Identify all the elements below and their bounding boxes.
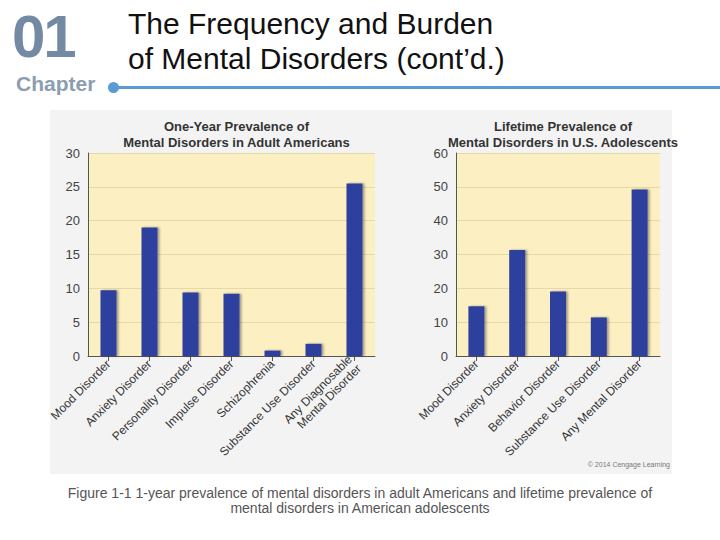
svg-text:20: 20 [66,213,80,228]
svg-text:Schizophrenia: Schizophrenia [213,357,278,421]
svg-text:Personality Disorder: Personality Disorder [109,357,196,444]
svg-text:30: 30 [66,146,80,161]
svg-text:Impulse Disorder: Impulse Disorder [162,357,236,431]
svg-text:One-Year Prevalence of: One-Year Prevalence of [164,119,310,134]
html-text:The Frequency and Burden: The Frequency and Burden [128,7,494,40]
svg-text:Mood Disorder: Mood Disorder [415,357,482,423]
svg-text:Any Diagnosable: Any Diagnosable [280,352,355,427]
svg-text:20: 20 [434,281,448,296]
svg-text:25: 25 [66,179,80,194]
svg-text:10: 10 [66,281,80,296]
svg-text:60: 60 [434,146,448,161]
svg-text:Anxiety Disorder: Anxiety Disorder [450,357,523,430]
html-text:Chapter: Chapter [16,72,96,95]
svg-text:Substance Use Disorder: Substance Use Disorder [216,357,319,459]
svg-text:0: 0 [73,349,80,364]
svg-text:30: 30 [434,247,448,262]
svg-text:10: 10 [434,315,448,330]
svg-text:Lifetime Prevalence of: Lifetime Prevalence of [494,119,633,134]
svg-text:Behavior Disorder: Behavior Disorder [485,357,563,435]
svg-text:0: 0 [441,349,448,364]
svg-text:40: 40 [434,213,448,228]
svg-text:Substance Use Disorder: Substance Use Disorder [502,357,604,459]
html-text:01: 01 [12,3,75,70]
html-text:of Mental Disorders (cont’d.): of Mental Disorders (cont’d.) [128,42,505,75]
svg-text:Mental Disorder: Mental Disorder [294,362,364,432]
svg-text:Mood Disorder: Mood Disorder [48,357,114,423]
svg-text:50: 50 [434,179,448,194]
html-text:Figure 1-1 1-year prevalence o: Figure 1-1 1-year prevalence of mental d… [67,485,653,516]
svg-text:5: 5 [73,315,80,330]
svg-text:Mental Disorders in U.S. Adole: Mental Disorders in U.S. Adolescents [448,135,678,150]
svg-text:Any Mental Disorder: Any Mental Disorder [558,357,645,444]
svg-text:15: 15 [66,247,80,262]
html-text:© 2014 Cengage Learning: © 2014 Cengage Learning [587,461,670,468]
svg-text:Mental Disorders in Adult Amer: Mental Disorders in Adult Americans [123,135,350,150]
svg-text:Anxiety Disorder: Anxiety Disorder [82,357,155,430]
